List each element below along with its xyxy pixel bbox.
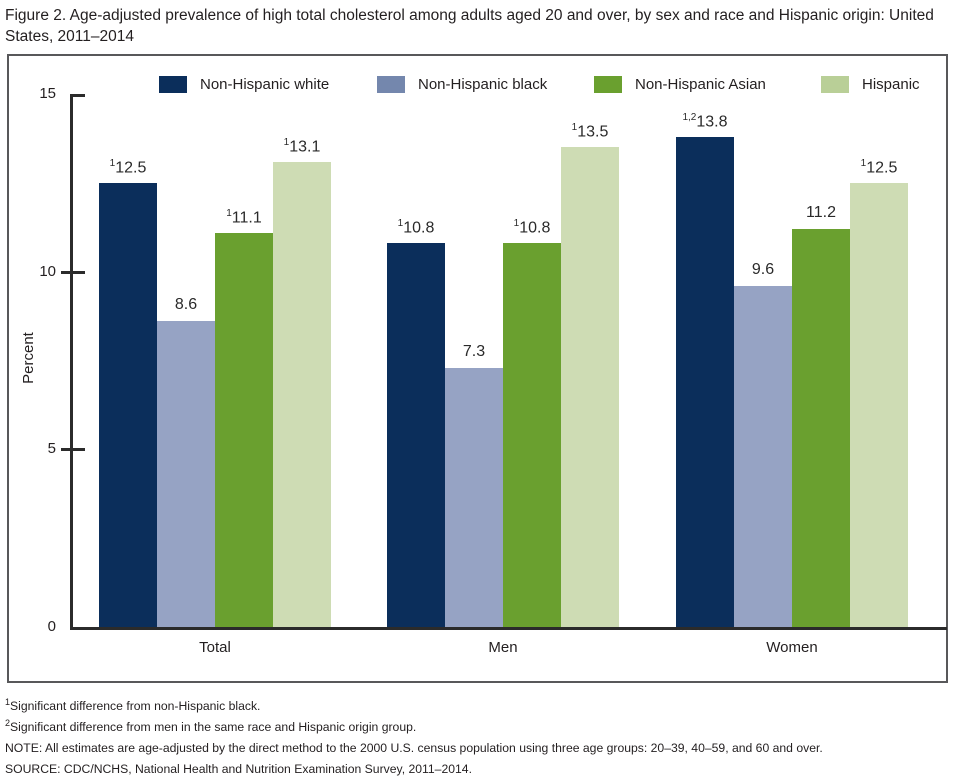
bar bbox=[561, 147, 619, 627]
footnote-line: 1Significant difference from non-Hispani… bbox=[5, 697, 261, 714]
bar-value-label: 9.6 bbox=[751, 260, 775, 278]
bar-value-label: 1,213.8 bbox=[682, 111, 728, 130]
bar bbox=[157, 321, 215, 627]
bar-value-label: 8.6 bbox=[174, 296, 198, 314]
legend-item-hispanic: Hispanic bbox=[821, 75, 920, 93]
y-axis bbox=[70, 94, 73, 630]
y-tick bbox=[61, 270, 85, 274]
bar bbox=[676, 136, 734, 627]
y-tick-label: 5 bbox=[47, 440, 56, 458]
footnote-line: SOURCE: CDC/NCHS, National Health and Nu… bbox=[5, 762, 472, 777]
legend-swatch-hispanic bbox=[821, 75, 849, 93]
category-label: Women bbox=[766, 639, 818, 656]
bar-value-label: 113.5 bbox=[571, 122, 609, 141]
y-tick-label: 10 bbox=[39, 262, 56, 280]
bar bbox=[387, 243, 445, 627]
legend-label: Non-Hispanic Asian bbox=[635, 75, 766, 93]
legend-item-non-hispanic-white: Non-Hispanic white bbox=[159, 75, 329, 93]
bar-value-label: 111.1 bbox=[226, 207, 262, 226]
legend-label: Non-Hispanic black bbox=[418, 75, 548, 93]
bar bbox=[99, 182, 157, 627]
figure-title: Figure 2. Age-adjusted prevalence of hig… bbox=[5, 7, 934, 45]
chart-panel: Non-Hispanic white Non-Hispanic black No… bbox=[7, 54, 948, 683]
y-tick bbox=[70, 94, 85, 97]
legend-item-non-hispanic-asian: Non-Hispanic Asian bbox=[594, 75, 766, 93]
footnotes: 1Significant difference from non-Hispani… bbox=[5, 694, 955, 778]
bar-value-label: 113.1 bbox=[283, 136, 321, 155]
bar-value-label: 110.8 bbox=[513, 218, 551, 237]
bar bbox=[273, 161, 331, 627]
footnote-line: NOTE: All estimates are age-adjusted by … bbox=[5, 741, 823, 756]
legend-swatch-non-hispanic-asian bbox=[594, 75, 622, 93]
category-label: Men bbox=[488, 639, 518, 656]
bar-value-label: 11.2 bbox=[806, 204, 836, 222]
legend-label: Non-Hispanic white bbox=[200, 75, 330, 93]
footnote-line: 2Significant difference from men in the … bbox=[5, 718, 417, 735]
y-tick-label: 0 bbox=[47, 618, 56, 635]
bar bbox=[850, 182, 908, 627]
legend-label: Hispanic bbox=[862, 75, 920, 93]
bar-value-label: 112.5 bbox=[860, 157, 898, 177]
y-axis-title: Percent bbox=[20, 332, 37, 384]
legend-item-non-hispanic-black: Non-Hispanic black bbox=[377, 75, 547, 93]
bar-value-label: 7.3 bbox=[462, 342, 486, 360]
y-tick-label: 15 bbox=[39, 85, 56, 102]
bar bbox=[734, 285, 792, 627]
bar-value-label: 112.5 bbox=[109, 157, 147, 177]
legend: Non-Hispanic white Non-Hispanic black No… bbox=[9, 56, 946, 106]
legend-swatch-non-hispanic-white bbox=[159, 75, 187, 93]
bar bbox=[445, 367, 503, 627]
x-axis bbox=[70, 627, 947, 630]
category-label: Total bbox=[199, 639, 231, 656]
bar bbox=[215, 232, 273, 627]
y-tick bbox=[61, 448, 85, 452]
bar bbox=[503, 243, 561, 627]
bar-value-label: 110.8 bbox=[397, 218, 435, 237]
bar bbox=[792, 229, 850, 627]
legend-swatch-non-hispanic-black bbox=[377, 75, 405, 93]
